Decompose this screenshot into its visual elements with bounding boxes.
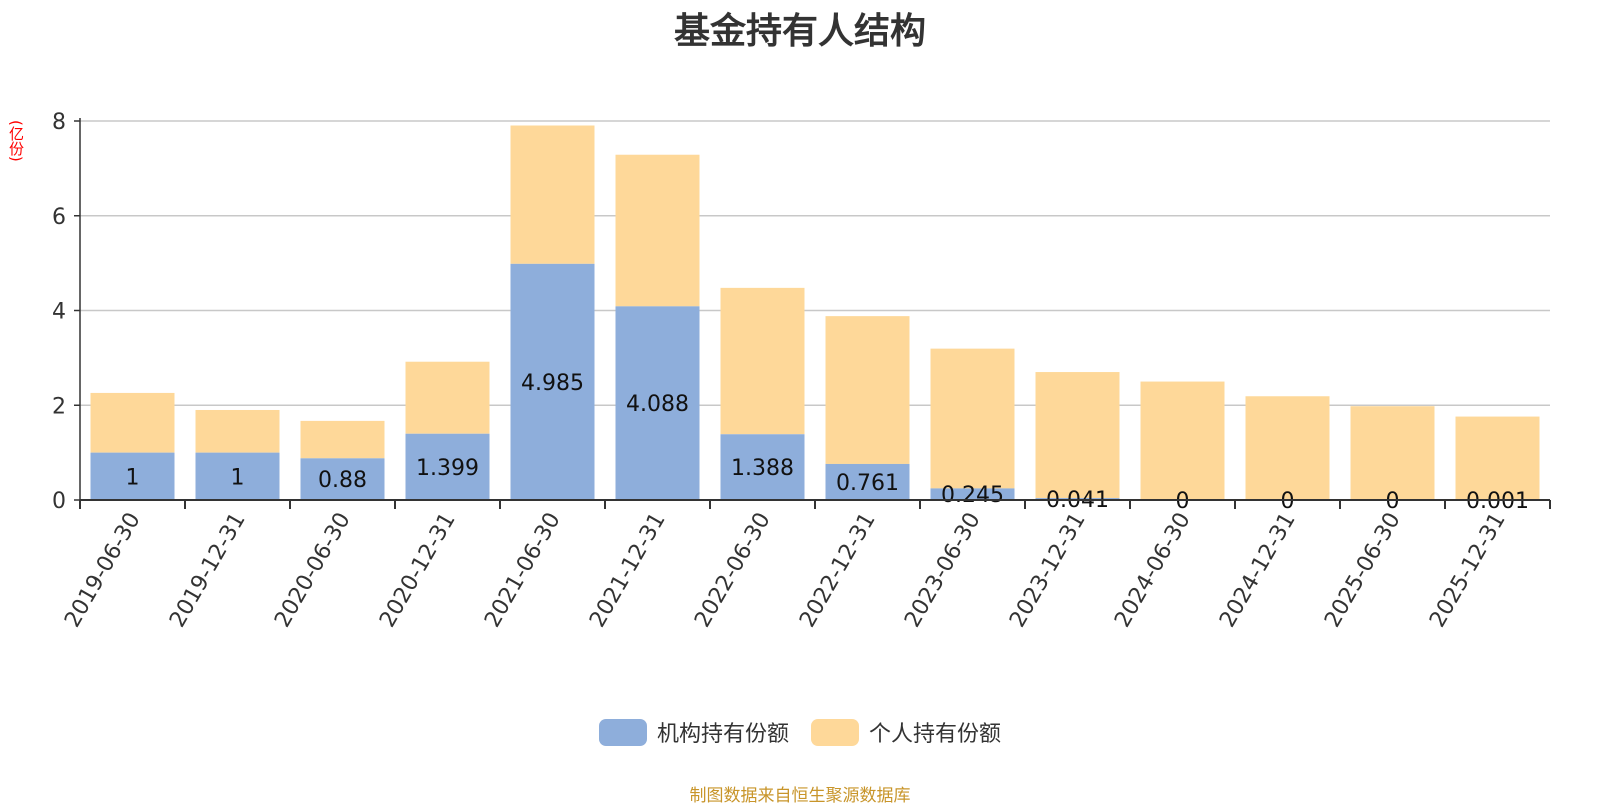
x-tick-label-1: 2019-12-31 [165,509,251,632]
bar-individual-10 [1141,382,1225,500]
x-tick-label-5: 2021-12-31 [585,509,671,632]
bar-label-4: 4.985 [521,371,584,396]
bar-label-5: 4.088 [626,392,689,417]
bar-individual-12 [1351,406,1435,500]
bar-label-12: 0 [1386,489,1400,514]
bar-label-11: 0 [1281,489,1295,514]
bar-individual-2 [301,421,385,458]
x-tick-label-8: 2023-06-30 [900,509,986,632]
x-tick-label-13: 2025-12-31 [1425,509,1511,632]
bar-individual-6 [721,288,805,434]
bar-individual-5 [616,155,700,307]
legend-swatch-institutional [599,719,647,746]
legend-item-individual[interactable]: 个人持有份额 [811,716,1001,748]
legend-label-institutional: 机构持有份额 [657,716,789,748]
x-tick-label-3: 2020-12-31 [375,509,461,632]
bar-label-6: 1.388 [731,456,794,481]
bar-individual-7 [826,316,910,464]
x-tick-label-7: 2022-12-31 [795,509,881,632]
bar-label-1: 1 [231,465,245,490]
bar-individual-0 [91,393,175,453]
legend-label-individual: 个人持有份额 [869,716,1001,748]
bar-label-2: 0.88 [318,468,367,493]
bar-label-0: 1 [126,465,140,490]
bar-label-13: 0.001 [1466,489,1529,514]
x-tick-label-11: 2024-12-31 [1215,509,1301,632]
legend: 机构持有份额 个人持有份额 [0,716,1600,748]
x-tick-label-12: 2025-06-30 [1320,509,1406,632]
bar-individual-1 [196,410,280,453]
bar-individual-9 [1036,372,1120,498]
x-tick-label-0: 2019-06-30 [60,509,146,632]
bar-individual-11 [1246,396,1330,500]
bar-individual-4 [511,126,595,264]
bar-label-3: 1.399 [416,456,479,481]
x-tick-label-10: 2024-06-30 [1110,509,1196,632]
y-tick-label-2: 4 [52,300,66,325]
x-tick-label-9: 2023-12-31 [1005,509,1091,632]
x-tick-label-6: 2022-06-30 [690,509,776,632]
y-tick-label-0: 0 [52,489,66,514]
y-tick-label-3: 6 [52,205,66,230]
bar-label-10: 0 [1176,489,1190,514]
x-tick-label-2: 2020-06-30 [270,509,356,632]
legend-item-institutional[interactable]: 机构持有份额 [599,716,789,748]
legend-swatch-individual [811,719,859,746]
bar-label-8: 0.245 [941,483,1004,508]
source-note: 制图数据来自恒生聚源数据库 [0,781,1600,806]
bar-individual-13 [1456,417,1540,500]
bar-label-7: 0.761 [836,471,899,496]
x-tick-label-4: 2021-06-30 [480,509,566,632]
y-tick-label-4: 8 [52,110,66,135]
bar-individual-8 [931,349,1015,489]
y-tick-label-1: 2 [52,394,66,419]
bar-individual-3 [406,362,490,434]
